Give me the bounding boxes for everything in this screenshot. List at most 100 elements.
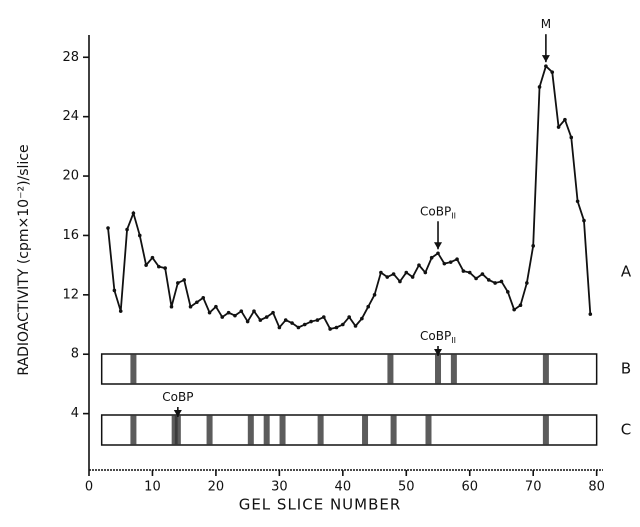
data-point xyxy=(417,263,421,267)
gel-band xyxy=(435,354,441,384)
data-point xyxy=(316,318,320,322)
data-point xyxy=(538,85,542,89)
data-point xyxy=(227,311,231,315)
data-point xyxy=(506,290,510,294)
y-tick-label: 4 xyxy=(71,406,79,421)
data-point xyxy=(582,219,586,223)
gel-band xyxy=(543,415,549,445)
data-point xyxy=(271,311,275,315)
gel-band xyxy=(318,415,324,445)
data-point xyxy=(500,280,504,284)
series-label: A xyxy=(621,263,632,281)
gel-band xyxy=(207,415,213,445)
x-tick-label: 80 xyxy=(588,480,605,495)
annotation-arrowhead xyxy=(542,55,550,62)
data-point xyxy=(208,311,212,315)
x-axis-label: GEL SLICE NUMBER xyxy=(239,496,402,514)
data-point xyxy=(113,289,117,293)
gel-label: B xyxy=(621,360,631,378)
data-point xyxy=(589,312,593,316)
data-point xyxy=(519,303,523,307)
data-point xyxy=(335,326,339,330)
gel-band xyxy=(280,415,286,445)
y-tick-label: 12 xyxy=(62,287,79,302)
data-point xyxy=(303,323,307,327)
gel-label: C xyxy=(621,421,631,439)
gel-band xyxy=(130,354,136,384)
gel-band xyxy=(130,415,136,445)
data-point xyxy=(411,275,415,279)
data-point xyxy=(265,315,269,319)
data-point xyxy=(373,293,377,297)
data-point xyxy=(360,317,364,321)
data-point xyxy=(563,118,567,122)
gel-band xyxy=(425,415,431,445)
x-tick-label: 10 xyxy=(144,480,161,495)
data-point xyxy=(252,309,256,313)
data-point xyxy=(354,324,358,328)
annotation-text: M xyxy=(541,17,551,31)
x-tick-label: 20 xyxy=(208,480,225,495)
x-tick-label: 60 xyxy=(461,480,478,495)
data-point xyxy=(278,326,282,330)
data-point xyxy=(309,320,313,324)
data-point xyxy=(392,272,396,276)
gel-band xyxy=(451,354,457,384)
data-point xyxy=(151,256,155,260)
data-point xyxy=(481,272,485,276)
data-point xyxy=(557,125,561,129)
data-point xyxy=(328,327,332,331)
data-point xyxy=(487,278,491,282)
annotation-text: CoBP xyxy=(420,329,451,343)
data-point xyxy=(512,308,516,312)
gel-band xyxy=(387,354,393,384)
data-point xyxy=(569,136,573,140)
data-point xyxy=(430,256,434,260)
gel-band xyxy=(362,415,368,445)
data-point xyxy=(246,320,250,324)
y-axis-label: RADIOACTIVITY (cpm×10⁻²)/slice xyxy=(16,144,32,375)
x-tick-label: 0 xyxy=(85,480,93,495)
data-point xyxy=(138,234,142,238)
data-point xyxy=(493,281,497,285)
data-point xyxy=(201,296,205,300)
data-point xyxy=(379,271,383,275)
data-point xyxy=(474,277,478,281)
data-point xyxy=(239,309,243,313)
gel-strip xyxy=(102,354,597,384)
data-point xyxy=(341,323,345,327)
chart: GEL SLICE NUMBER RADIOACTIVITY (cpm×10⁻²… xyxy=(0,0,640,527)
data-point xyxy=(182,278,186,282)
data-point xyxy=(132,211,136,215)
data-point xyxy=(170,305,174,309)
gel-band xyxy=(175,415,181,445)
data-point xyxy=(455,257,459,261)
y-tick-label: 28 xyxy=(62,50,79,65)
data-point xyxy=(119,309,123,313)
data-point xyxy=(531,244,535,248)
x-tick-label: 70 xyxy=(525,480,542,495)
y-tick-label: 20 xyxy=(62,169,79,184)
data-point xyxy=(163,266,167,270)
data-point xyxy=(468,271,472,275)
data-line xyxy=(108,66,590,329)
annotation: CoBP xyxy=(162,390,193,404)
data-point xyxy=(436,251,440,255)
data-point xyxy=(449,260,453,264)
data-point xyxy=(189,305,193,309)
data-point xyxy=(290,321,294,325)
data-point xyxy=(106,226,110,230)
data-point xyxy=(544,64,548,68)
y-tick-label: 16 xyxy=(62,228,79,243)
data-point xyxy=(576,199,580,203)
data-point xyxy=(385,275,389,279)
gel-band xyxy=(543,354,549,384)
annotation-text: CoBP xyxy=(420,204,451,218)
data-point xyxy=(550,70,554,74)
gel-band xyxy=(264,415,270,445)
data-point xyxy=(195,300,199,304)
data-point xyxy=(366,305,370,309)
data-point xyxy=(322,315,326,319)
data-point xyxy=(443,262,447,266)
data-point xyxy=(462,269,466,273)
